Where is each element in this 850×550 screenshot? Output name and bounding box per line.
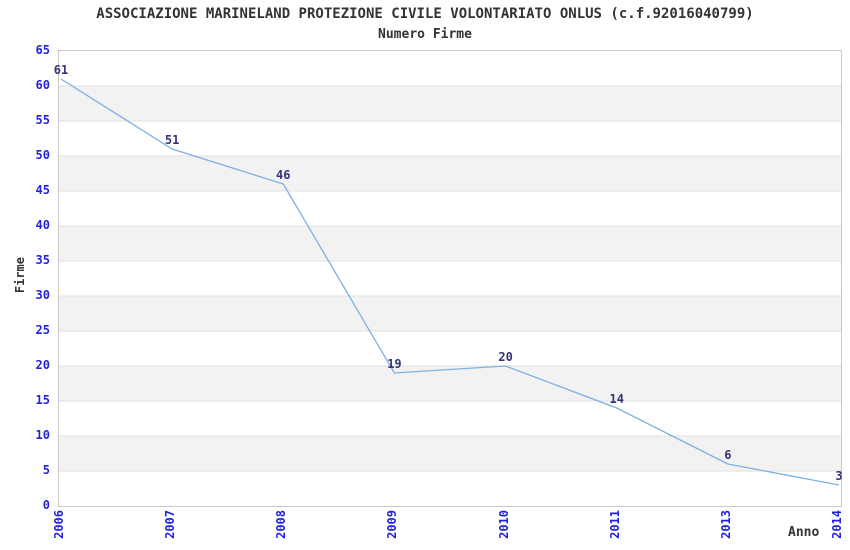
plot-band <box>59 226 841 261</box>
x-tick-label: 2014 <box>830 510 844 539</box>
y-tick-label: 30 <box>35 287 50 302</box>
data-point-label: 51 <box>165 133 179 147</box>
data-point-label: 46 <box>276 168 290 182</box>
y-tick-label: 35 <box>35 252 50 267</box>
x-tick-label: 2011 <box>607 510 622 539</box>
y-tick-label: 0 <box>42 497 50 512</box>
y-tick-label: 40 <box>35 217 50 232</box>
y-tick-label: 20 <box>35 357 50 372</box>
data-line <box>60 78 840 486</box>
y-tick-label: 50 <box>35 147 50 162</box>
data-point-label: 19 <box>387 357 401 371</box>
x-tick-label: 2006 <box>52 510 66 539</box>
plot-band <box>59 366 841 401</box>
y-tick-label: 55 <box>35 112 50 127</box>
plot-band <box>59 296 841 331</box>
data-point-label: 20 <box>498 350 512 364</box>
plot-area: 61 51 46 19 20 14 6 3 <box>54 50 843 507</box>
line-chart-svg: 61 51 46 19 20 14 6 3 <box>54 63 843 486</box>
x-tick-label: 2007 <box>163 510 178 539</box>
data-point-label: 61 <box>54 63 68 77</box>
data-point-label: 14 <box>609 392 623 406</box>
x-tick-label: 2009 <box>385 510 400 539</box>
y-tick-label: 65 <box>35 42 50 57</box>
plot-band <box>59 156 841 191</box>
y-tick-label: 60 <box>35 77 50 92</box>
x-tick-label: 2010 <box>496 510 511 539</box>
plot-band <box>59 436 841 471</box>
plot-band <box>59 86 841 121</box>
chart-subtitle: Numero Firme <box>378 27 472 42</box>
y-tick-label: 45 <box>35 182 50 197</box>
y-tick-label: 10 <box>35 427 50 442</box>
data-point-label: 3 <box>835 469 842 483</box>
chart-title: ASSOCIAZIONE MARINELAND PROTEZIONE CIVIL… <box>96 6 754 22</box>
data-point-label: 6 <box>724 448 731 462</box>
x-axis-title: Anno <box>788 525 820 540</box>
x-tick-label: 2013 <box>718 510 733 539</box>
y-tick-label: 5 <box>42 462 50 477</box>
y-tick-label: 25 <box>35 322 50 337</box>
y-tick-label: 15 <box>35 392 50 407</box>
x-tick-label: 2008 <box>274 510 289 539</box>
